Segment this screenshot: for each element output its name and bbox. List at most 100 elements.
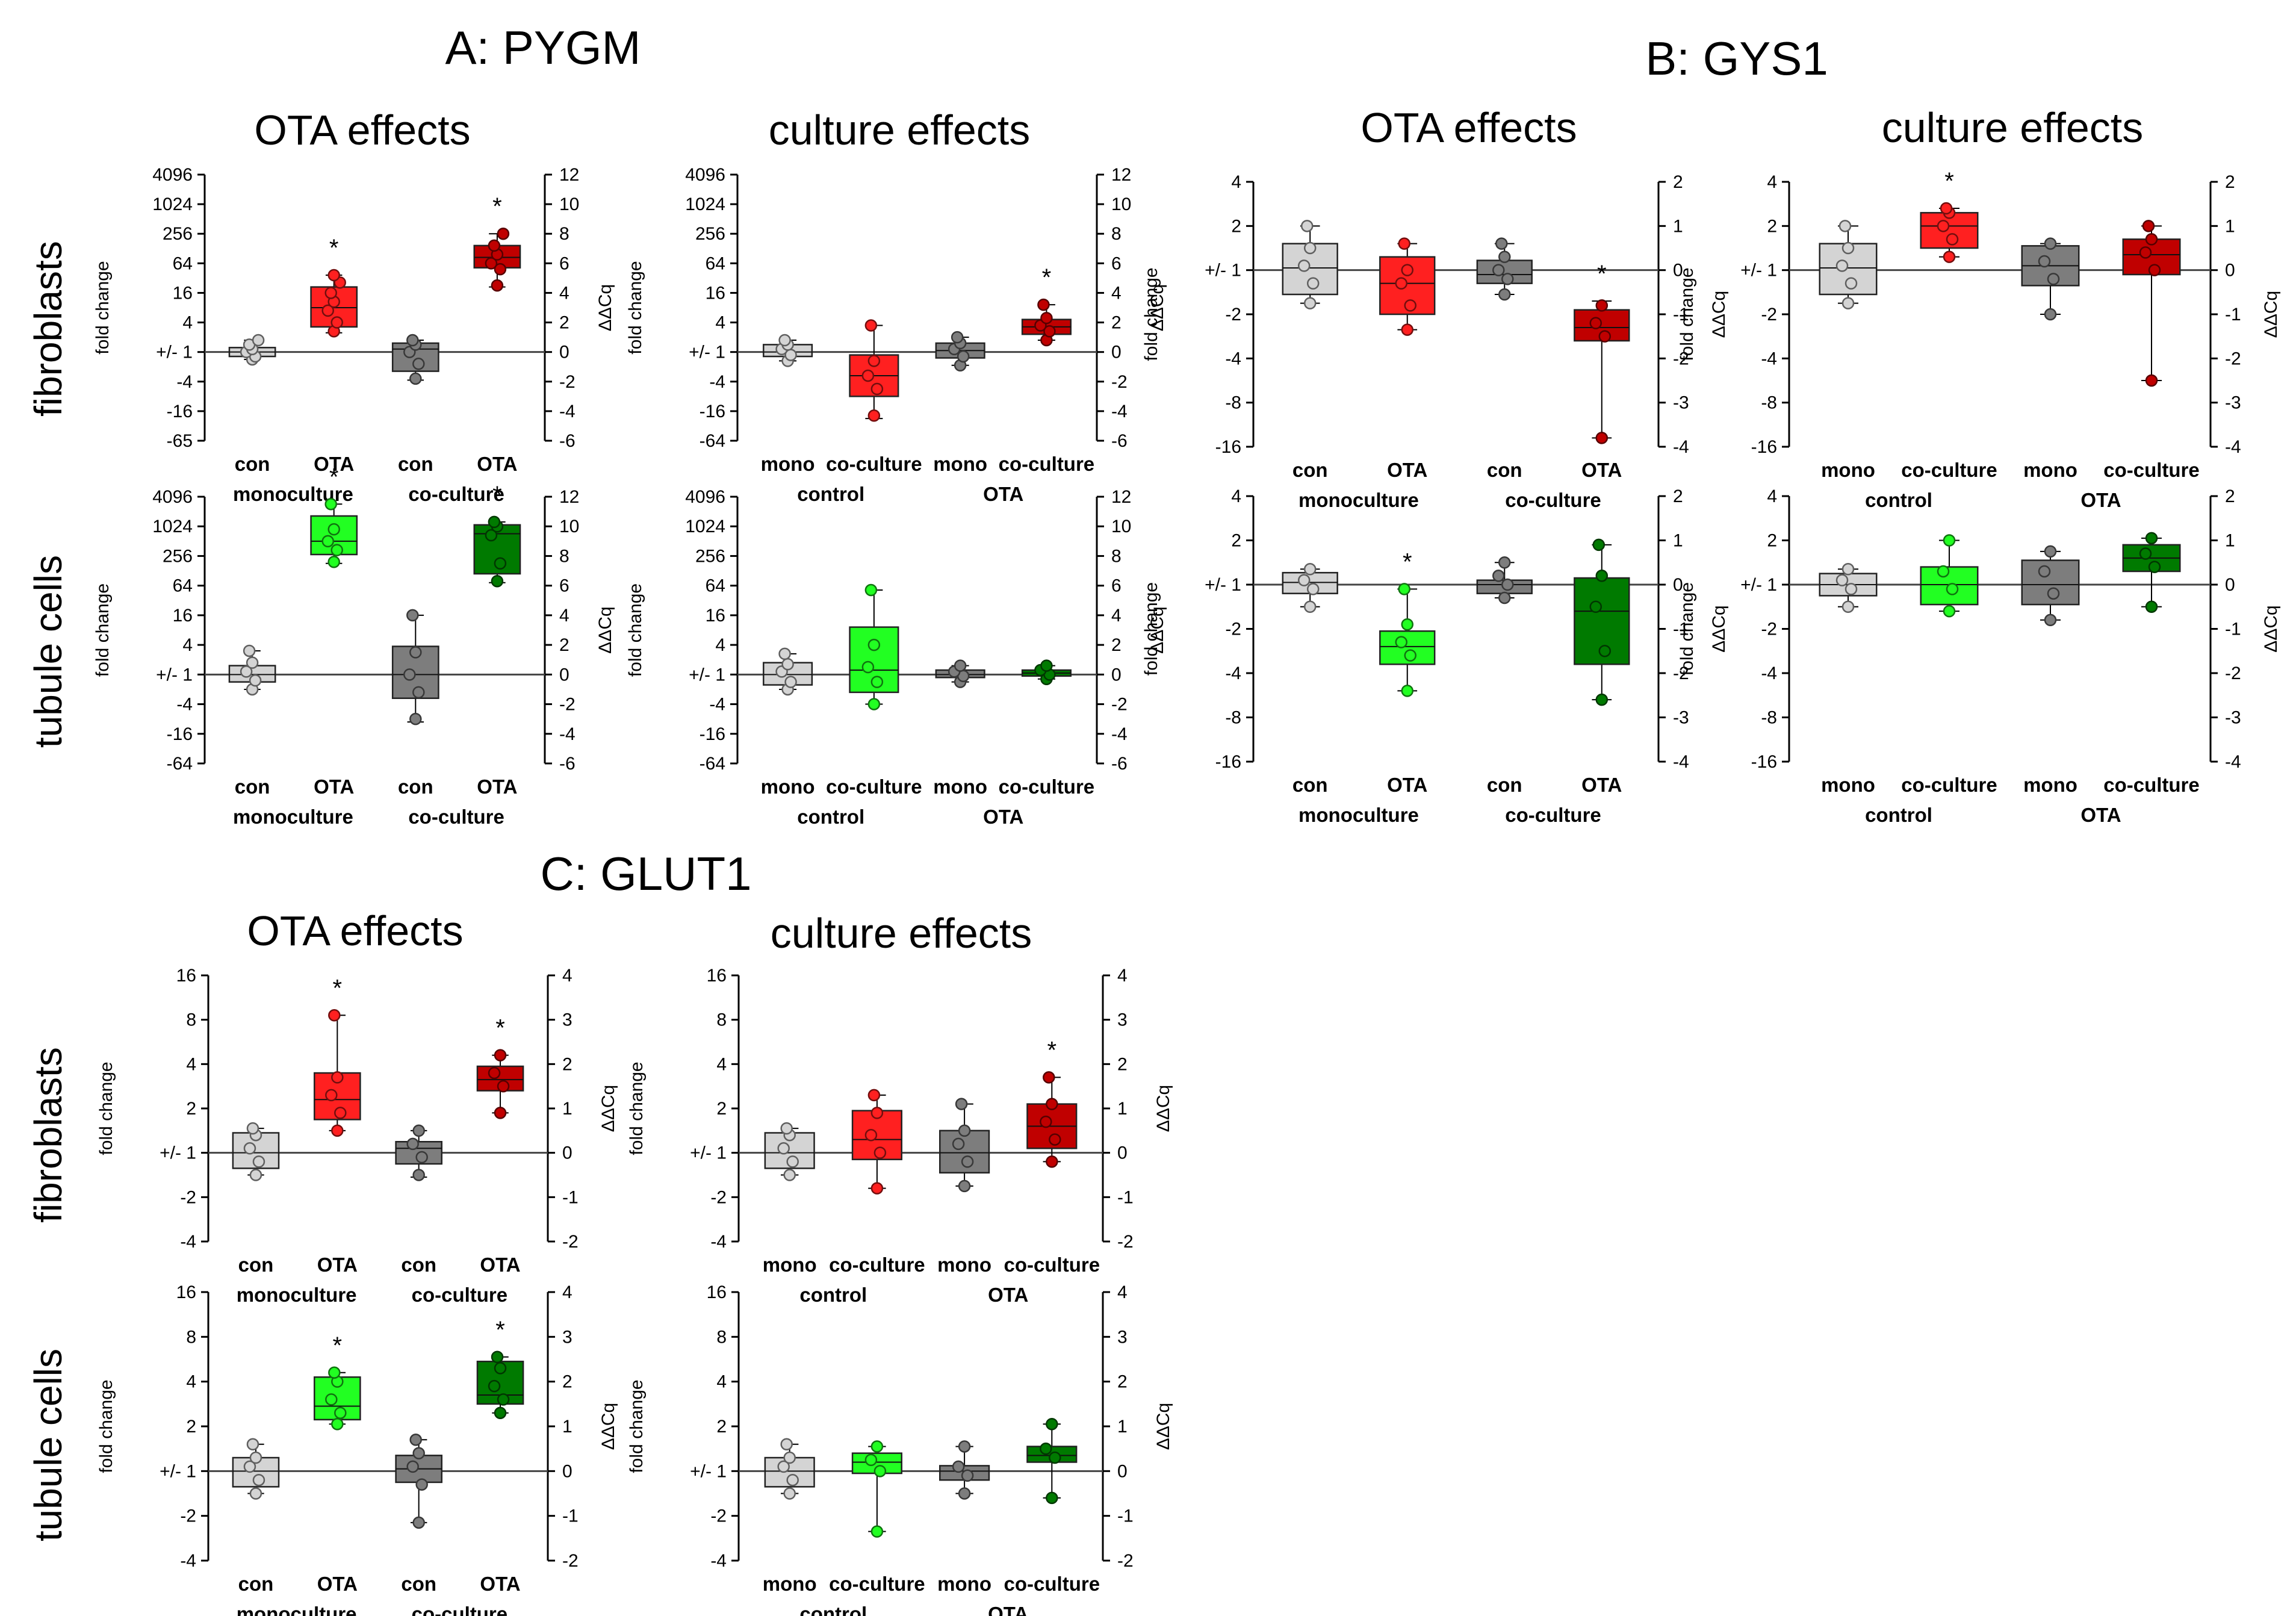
group-label: OTA <box>988 1603 1028 1616</box>
data-point <box>494 1362 507 1375</box>
left-tick-label: 4 <box>1767 172 1777 192</box>
column-title-a-ota: OTA effects <box>254 107 470 154</box>
data-point <box>954 659 967 672</box>
data-point <box>1595 693 1609 706</box>
data-point <box>334 1107 347 1119</box>
right-tick-label: 6 <box>559 576 569 596</box>
right-tick-label: 6 <box>1111 253 1122 273</box>
data-point <box>861 660 875 674</box>
data-point <box>246 1438 259 1450</box>
category-label: OTA <box>1387 774 1427 796</box>
right-tick-label: 4 <box>1117 966 1128 986</box>
left-tick-label: -2 <box>1225 620 1241 639</box>
category-label: con <box>238 1254 274 1276</box>
data-point <box>2044 308 2057 321</box>
right-tick-label: -4 <box>1111 724 1128 744</box>
data-point <box>249 1169 262 1181</box>
category-label: co-culture <box>826 775 922 798</box>
right-tick-label: 3 <box>1117 1010 1128 1030</box>
category-label: OTA <box>480 1573 520 1595</box>
data-point <box>867 355 881 367</box>
right-tick-label: -2 <box>559 695 576 715</box>
data-point <box>412 358 425 370</box>
left-tick-label: 16 <box>176 966 196 986</box>
data-point <box>1946 583 1959 595</box>
data-point <box>1303 563 1317 576</box>
data-point <box>1835 259 1849 272</box>
data-point <box>415 1478 428 1491</box>
data-point <box>777 1460 790 1473</box>
data-point <box>321 304 334 317</box>
left-tick-label: +/- 1 <box>1740 575 1777 595</box>
left-axis-label: fold change <box>93 583 113 677</box>
category-label: mono <box>2023 459 2077 481</box>
right-tick-label: 12 <box>1111 487 1131 507</box>
right-axis-label: ΔΔCq <box>598 1085 618 1132</box>
data-point <box>1049 1133 1061 1146</box>
left-tick-label: 1024 <box>685 517 725 536</box>
data-point <box>1498 288 1511 301</box>
data-point <box>2142 220 2155 232</box>
left-tick-label: +/- 1 <box>689 665 725 685</box>
right-tick-label: 2 <box>559 313 569 333</box>
right-tick-label: 8 <box>1111 546 1122 566</box>
data-point <box>864 319 878 332</box>
data-point <box>1300 220 1314 232</box>
data-point <box>2038 255 2051 268</box>
data-point <box>778 334 791 347</box>
group-label: monoculture <box>237 1603 357 1616</box>
data-point <box>861 369 875 382</box>
left-axis-label: fold change <box>96 1379 116 1473</box>
left-tick-label: -2 <box>180 1187 196 1207</box>
left-axis-label: fold change <box>627 1061 647 1155</box>
right-tick-label: 10 <box>1111 194 1131 214</box>
data-point <box>1595 570 1609 582</box>
left-axis-label: fold change <box>625 583 645 677</box>
left-tick-label: -8 <box>1225 393 1241 413</box>
data-point <box>1835 574 1849 586</box>
left-tick-label: -2 <box>1225 305 1241 325</box>
right-tick-label: -1 <box>1117 1506 1134 1526</box>
category-label: mono <box>1821 774 1875 796</box>
data-point <box>403 668 416 681</box>
left-tick-label: -64 <box>167 754 193 774</box>
group-label: monoculture <box>233 806 353 828</box>
right-tick-label: 2 <box>559 635 569 655</box>
right-axis-label: ΔΔCq <box>595 606 615 653</box>
data-point <box>491 575 504 588</box>
data-point <box>2047 273 2060 285</box>
left-tick-label: 4 <box>1231 172 1241 192</box>
data-point <box>406 1137 419 1151</box>
right-tick-label: -2 <box>1673 663 1689 683</box>
data-point <box>331 1418 344 1431</box>
right-tick-label: 8 <box>559 224 569 244</box>
right-tick-label: 0 <box>1117 1461 1128 1481</box>
left-tick-label: +/- 1 <box>156 343 193 362</box>
left-tick-label: 16 <box>707 1282 727 1302</box>
category-label: con <box>398 775 433 798</box>
left-tick-label: 2 <box>186 1099 196 1119</box>
left-axis-label: fold change <box>1677 582 1697 676</box>
left-axis-label: fold change <box>1141 582 1161 676</box>
left-tick-label: -16 <box>167 724 193 744</box>
data-point <box>409 646 422 659</box>
left-tick-label: -16 <box>700 724 725 744</box>
right-tick-label: 1 <box>562 1417 572 1437</box>
left-tick-label: 4 <box>182 635 193 655</box>
data-point <box>870 382 884 396</box>
category-label: OTA <box>1581 459 1622 481</box>
data-point <box>494 1049 507 1061</box>
left-tick-label: -64 <box>700 754 725 774</box>
data-point <box>1395 277 1407 290</box>
plot-c-tubule-culture: 16 4 8 3 4 2 2 1 +/- 1 0 -2 -1 -4 -2 fold change ΔΔCq mo… <box>627 1282 1173 1616</box>
data-point <box>497 1393 510 1406</box>
data-point <box>870 1440 884 1453</box>
category-label: mono <box>761 775 815 798</box>
category-label: OTA <box>477 453 517 475</box>
category-label: co-culture <box>2103 459 2200 481</box>
data-point <box>485 257 498 270</box>
data-point <box>412 1124 425 1137</box>
group-label: OTA <box>983 806 1023 828</box>
right-tick-label: -3 <box>2225 393 2241 413</box>
data-point <box>330 316 343 329</box>
